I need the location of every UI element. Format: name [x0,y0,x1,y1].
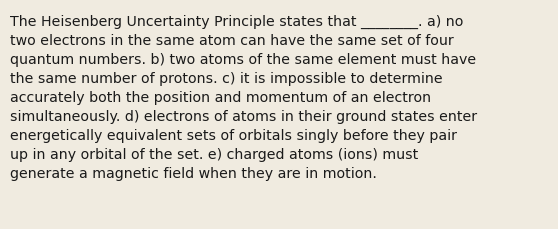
Text: The Heisenberg Uncertainty Principle states that ________. a) no
two electrons i: The Heisenberg Uncertainty Principle sta… [10,15,477,180]
